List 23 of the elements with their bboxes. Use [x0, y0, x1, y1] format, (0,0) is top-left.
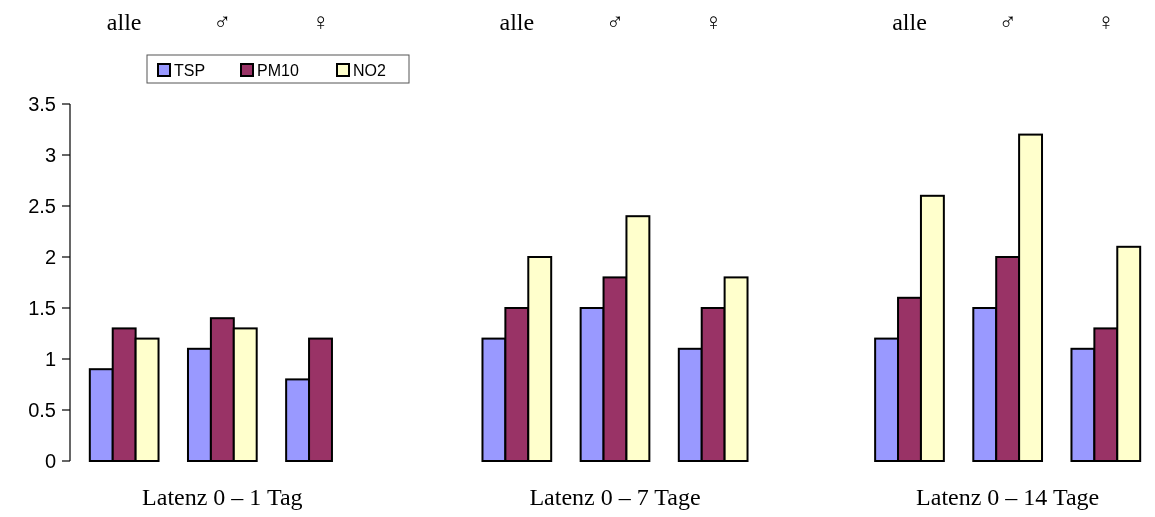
x-tick-label: ♂ — [606, 9, 624, 35]
x-tick-label: alle — [892, 9, 927, 35]
text: Latenz 0 – 14 Tage — [916, 484, 1100, 510]
x-tick-label: ♂ — [213, 9, 232, 35]
y-tick-label: 0.5 — [28, 399, 56, 421]
y-tick-label: 3 — [44, 144, 56, 166]
y-tick-label: 2.5 — [28, 195, 56, 217]
text: Latenz 0 – 7 Tage — [529, 484, 701, 510]
y-tick-label: 1.5 — [28, 297, 56, 319]
y-tick-label: 0 — [44, 450, 56, 472]
text: Latenz 0 – 1 Tag — [142, 484, 303, 510]
x-tick-label: ♀ — [1096, 9, 1115, 35]
legend-label: TSP — [174, 61, 206, 79]
legend-label: PM10 — [257, 61, 299, 79]
x-tick-label: alle — [106, 9, 142, 35]
legend-label: NO2 — [353, 61, 386, 79]
x-tick-label: ♀ — [704, 9, 723, 35]
x-tick-label: alle — [499, 9, 535, 35]
y-tick-label: 2 — [44, 246, 56, 268]
x-tick-label: ♀ — [311, 9, 330, 35]
x-tick-label: ♂ — [998, 9, 1017, 35]
y-tick-label: 1 — [44, 348, 56, 370]
y-tick-label: 3.5 — [28, 93, 56, 115]
